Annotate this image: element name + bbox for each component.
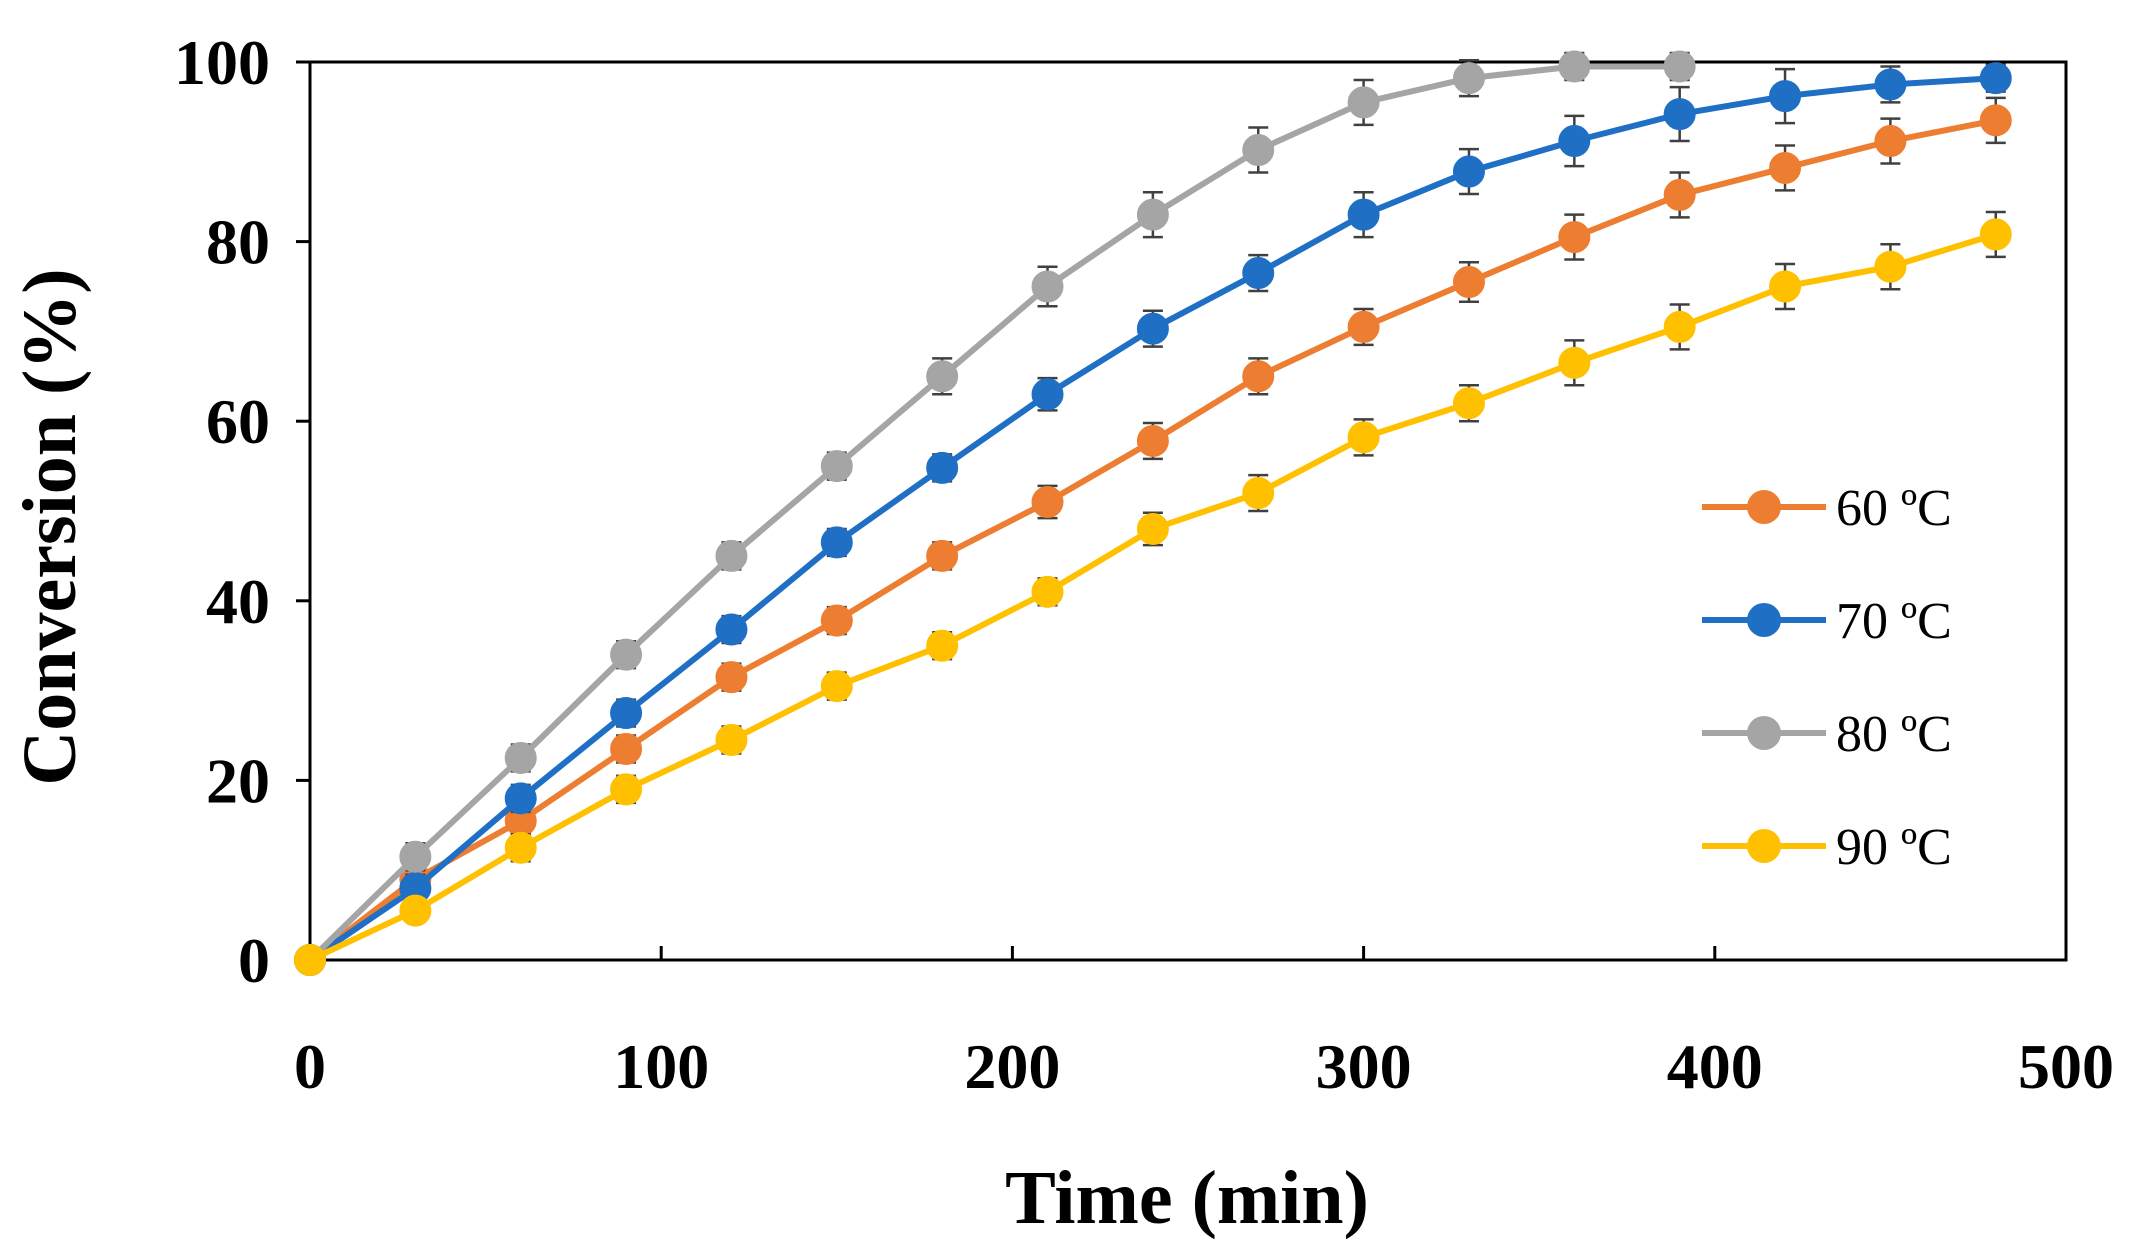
legend-label: 60 ºC [1836, 480, 1952, 537]
y-axis-title: Conversion (%) [8, 268, 92, 785]
data-point [1558, 125, 1591, 158]
data-point [399, 840, 432, 873]
data-point [504, 741, 537, 774]
y-tick-label: 20 [206, 745, 270, 816]
data-point [715, 723, 748, 756]
data-point [926, 451, 959, 484]
data-point [926, 629, 959, 662]
data-point [1979, 218, 2012, 251]
data-point [820, 526, 853, 559]
data-point [1031, 270, 1064, 303]
data-point [926, 360, 959, 393]
y-tick-label: 40 [206, 566, 270, 637]
series-90c [294, 210, 2012, 976]
legend-swatch-marker [1747, 716, 1781, 750]
x-axis-title: Time (min) [1005, 1156, 1369, 1240]
data-point [715, 613, 748, 646]
legend-label: 90 ºC [1836, 819, 1952, 876]
data-point [1347, 86, 1380, 119]
data-point [1136, 198, 1169, 231]
legend-item: 70 ºC [1702, 593, 1952, 650]
data-point [610, 697, 643, 730]
legend-swatch-marker [1747, 490, 1781, 524]
y-tick-label: 0 [238, 925, 270, 996]
series-80c [294, 50, 1696, 976]
data-point [1558, 50, 1591, 83]
data-point [1769, 270, 1802, 303]
data-point [294, 944, 326, 976]
legend-label: 80 ºC [1836, 706, 1952, 763]
data-point [1242, 360, 1275, 393]
series-layer [294, 50, 2012, 976]
data-point [1979, 62, 2012, 95]
data-point [1558, 346, 1591, 379]
x-tick-labels: 0 100 200 300 400 500 [294, 1031, 2114, 1102]
data-point [1452, 62, 1485, 95]
x-tick-label: 400 [1667, 1031, 1763, 1102]
data-point [1663, 50, 1696, 83]
data-point [504, 831, 537, 864]
data-point [1769, 80, 1802, 113]
data-point [1242, 477, 1275, 510]
plot-frame [308, 60, 2068, 962]
data-point [1452, 387, 1485, 420]
x-tick-label: 200 [964, 1031, 1060, 1102]
y-tick-labels: 0 20 40 60 80 100 [174, 27, 270, 996]
data-point [1769, 151, 1802, 184]
data-point [1347, 198, 1380, 231]
data-point [820, 670, 853, 703]
axis-ticks [296, 60, 2068, 962]
data-point [1347, 421, 1380, 454]
legend: 60 ºC 70 ºC 80 ºC 90 ºC [1702, 480, 1952, 876]
legend-label: 70 ºC [1836, 593, 1952, 650]
data-point [1874, 125, 1907, 158]
data-point [1663, 310, 1696, 343]
data-point [1979, 104, 2012, 137]
data-point [1031, 378, 1064, 411]
x-tick-label: 100 [613, 1031, 709, 1102]
legend-item: 90 ºC [1702, 819, 1952, 876]
legend-item: 80 ºC [1702, 706, 1952, 763]
data-point [504, 782, 537, 815]
legend-item: 60 ºC [1702, 480, 1952, 537]
x-tick-label: 300 [1316, 1031, 1412, 1102]
data-point [1136, 312, 1169, 345]
y-tick-label: 60 [206, 386, 270, 457]
data-point [1874, 68, 1907, 101]
data-point [1663, 178, 1696, 211]
legend-swatch-marker [1747, 829, 1781, 863]
legend-swatch-marker [1747, 603, 1781, 637]
data-point [1452, 266, 1485, 299]
plot-area-border [308, 60, 2068, 962]
data-point [1874, 250, 1907, 283]
data-point [820, 604, 853, 637]
data-point [1136, 424, 1169, 457]
data-point [610, 773, 643, 806]
x-tick-label: 0 [294, 1031, 326, 1102]
data-point [399, 894, 432, 927]
data-point [1452, 155, 1485, 188]
data-point [610, 638, 643, 671]
data-point [1558, 221, 1591, 254]
y-tick-label: 100 [174, 27, 270, 98]
data-point [610, 732, 643, 765]
data-point [715, 661, 748, 694]
data-point [1663, 98, 1696, 131]
data-point [1347, 310, 1380, 343]
data-point [926, 539, 959, 572]
x-tick-label: 500 [2018, 1031, 2114, 1102]
data-point [1242, 134, 1275, 167]
data-point [1242, 257, 1275, 290]
y-tick-label: 80 [206, 207, 270, 278]
data-point [715, 539, 748, 572]
series-line [307, 63, 1680, 963]
data-point [820, 450, 853, 483]
data-point [1136, 512, 1169, 545]
data-point [1031, 575, 1064, 608]
data-point [1031, 486, 1064, 519]
